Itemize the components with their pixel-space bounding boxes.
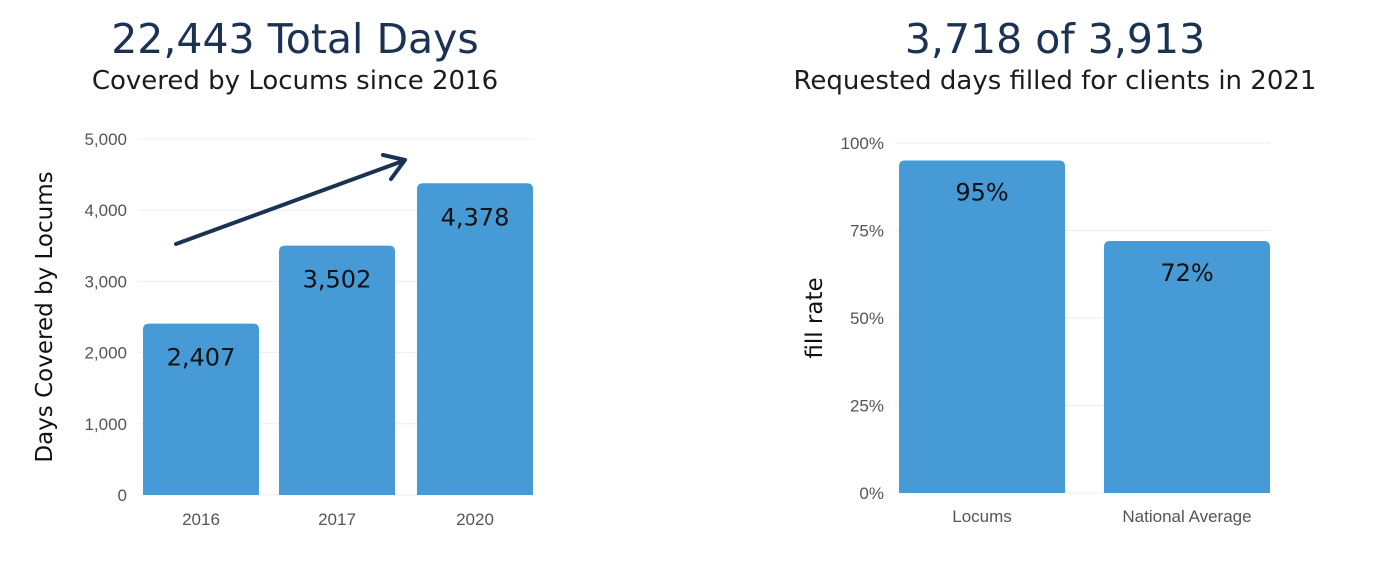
x-tick-label: 2020 <box>456 510 494 529</box>
bar <box>143 323 259 495</box>
data-label: 95% <box>955 179 1008 207</box>
y-tick-label: 25% <box>850 397 884 416</box>
y-tick-label: 2,000 <box>84 344 127 363</box>
y-tick-label: 0% <box>859 484 884 503</box>
x-tick-label: National Average <box>1122 507 1251 526</box>
bar <box>899 160 1065 493</box>
y-tick-label: 50% <box>850 309 884 328</box>
data-label: 4,378 <box>441 203 510 231</box>
chart2-subtitle: Requested days filled for clients in 202… <box>793 66 1317 96</box>
x-tick-label: 2016 <box>182 510 220 529</box>
x-tick-label: 2017 <box>318 510 356 529</box>
bar <box>279 245 395 495</box>
y-tick-label: 1,000 <box>84 415 127 434</box>
trend-arrow-shaft <box>174 159 405 246</box>
y-axis-label: Days Covered by Locums <box>32 171 58 462</box>
data-label: 72% <box>1160 259 1213 287</box>
y-tick-label: 4,000 <box>84 201 127 220</box>
days-covered-chart: 0 1,000 2,000 3,000 4,000 5,000 Days Covered b… <box>32 130 534 529</box>
data-label: 2,407 <box>167 344 236 372</box>
y-tick-label: 75% <box>850 222 884 241</box>
y-tick-label: 0 <box>118 486 127 505</box>
y-axis-label: fill rate <box>802 277 828 358</box>
data-label: 3,502 <box>303 266 372 294</box>
chart1-subtitle: Covered by Locums since 2016 <box>91 66 499 96</box>
bar <box>1104 241 1270 493</box>
y-tick-label: 5,000 <box>84 130 127 149</box>
y-tick-label: 3,000 <box>84 272 127 291</box>
chart2-title: 3,718 of 3,913 <box>904 15 1206 63</box>
y-tick-label: 100% <box>841 134 884 153</box>
bar <box>417 183 533 495</box>
trend-arrow-head <box>381 153 407 181</box>
chart1-title: 22,443 Total Days <box>111 15 479 63</box>
x-tick-label: Locums <box>952 507 1012 526</box>
